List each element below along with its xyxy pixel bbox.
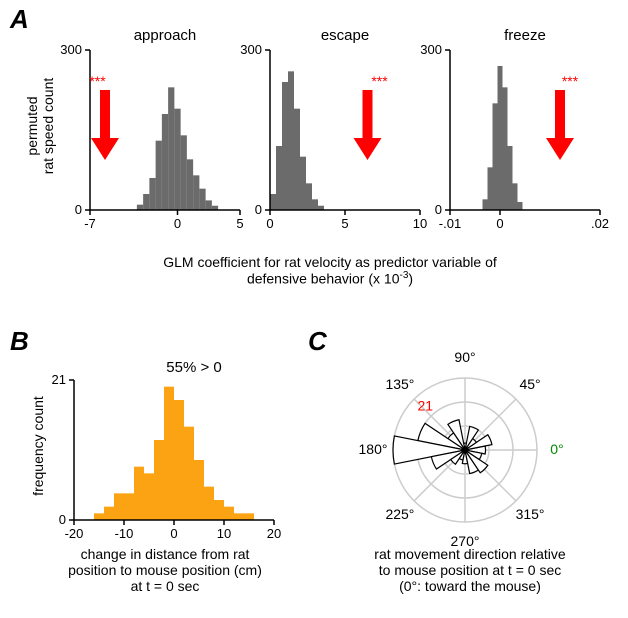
svg-text:approach: approach: [134, 27, 197, 44]
svg-text:55% > 0: 55% > 0: [166, 359, 221, 376]
svg-text:-20: -20: [65, 526, 84, 540]
svg-text:0: 0: [170, 526, 177, 540]
svg-text:0: 0: [174, 216, 181, 231]
svg-text:0: 0: [59, 512, 66, 527]
panel-c-svg: 0°45°90°135°180°225°270°315°21: [310, 340, 620, 550]
svg-text:135°: 135°: [385, 376, 414, 392]
svg-text:10: 10: [217, 526, 231, 540]
panel-a-svg: approach0300-705***escape03000510***free…: [0, 20, 628, 250]
svg-text:0°: 0°: [550, 441, 563, 457]
svg-text:45°: 45°: [519, 376, 540, 392]
svg-text:315°: 315°: [516, 506, 545, 522]
svg-text:escape: escape: [321, 27, 369, 44]
svg-text:300: 300: [420, 42, 442, 57]
svg-text:21: 21: [417, 397, 433, 413]
svg-text:***: ***: [89, 73, 106, 89]
svg-text:225°: 225°: [385, 506, 414, 522]
panel-c: 0°45°90°135°180°225°270°315°21 rat movem…: [310, 340, 620, 610]
svg-text:freeze: freeze: [504, 27, 546, 44]
svg-text:180°: 180°: [359, 441, 388, 457]
panel-c-xlabel: rat movement direction relativeto mouse …: [340, 546, 600, 594]
panel-b-xlabel: change in distance from ratposition to m…: [50, 546, 280, 594]
svg-text:***: ***: [371, 73, 388, 89]
svg-text:300: 300: [240, 42, 262, 57]
svg-text:10: 10: [413, 216, 427, 231]
svg-text:5: 5: [236, 216, 243, 231]
svg-text:0: 0: [266, 216, 273, 231]
svg-text:20: 20: [267, 526, 281, 540]
svg-text:.02: .02: [591, 216, 609, 231]
svg-text:90°: 90°: [454, 349, 475, 365]
svg-text:-10: -10: [115, 526, 134, 540]
svg-text:21: 21: [52, 372, 66, 387]
panel-b-svg: 55% > 0 0 21 -20 -10 0 10 20: [0, 350, 300, 540]
panel-a: permutedrat speed count approach0300-705…: [0, 10, 628, 300]
svg-text:-7: -7: [84, 216, 96, 231]
svg-text:0: 0: [255, 202, 262, 217]
panel-a-xlabel: GLM coefficient for rat velocity as pred…: [80, 254, 580, 287]
svg-text:300: 300: [60, 42, 82, 57]
svg-text:0: 0: [435, 202, 442, 217]
svg-text:***: ***: [562, 73, 579, 89]
panel-b: frequency count 55% > 0021-20-1001020 ch…: [0, 340, 300, 610]
svg-text:-.01: -.01: [439, 216, 461, 231]
svg-text:0: 0: [496, 216, 503, 231]
svg-text:0: 0: [75, 202, 82, 217]
svg-text:5: 5: [341, 216, 348, 231]
